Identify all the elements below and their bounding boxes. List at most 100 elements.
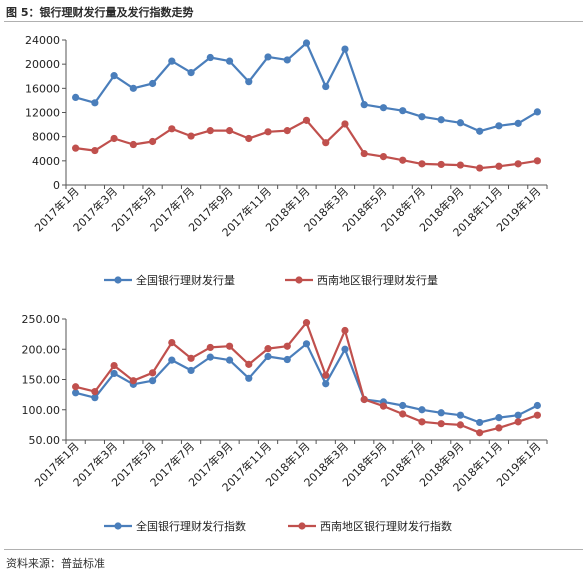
legend-label: 西南地区银行理财发行量	[317, 273, 438, 287]
data-point	[456, 161, 465, 169]
series-line	[75, 119, 538, 170]
data-point	[264, 352, 272, 361]
data-point	[514, 119, 522, 127]
data-point	[129, 84, 137, 92]
data-point	[418, 418, 426, 426]
data-point	[264, 345, 272, 353]
data-point	[476, 164, 484, 172]
data-point	[168, 125, 176, 133]
data-point	[533, 157, 541, 165]
data-point	[168, 57, 176, 65]
legend-marker	[298, 522, 306, 530]
y-tick-label: 20000	[25, 58, 60, 71]
data-point	[456, 411, 465, 419]
data-point	[110, 369, 118, 378]
data-point	[341, 45, 349, 53]
data-point	[283, 127, 291, 135]
data-point	[302, 39, 311, 47]
data-point	[110, 134, 118, 143]
data-point	[533, 401, 541, 410]
data-point	[379, 104, 388, 112]
data-point	[360, 101, 368, 109]
data-point	[206, 127, 214, 135]
data-point	[437, 116, 445, 124]
y-tick-label: 16000	[25, 82, 60, 95]
data-point	[206, 353, 214, 361]
data-point	[495, 424, 503, 432]
legend-label: 全国银行理财发行指数	[136, 519, 246, 533]
data-point	[418, 406, 426, 414]
data-point	[302, 340, 311, 348]
data-point	[148, 79, 157, 88]
data-point	[91, 388, 99, 396]
issuance-index-chart: 50.00100.00150.00200.00250.002017年1月2017…	[22, 313, 548, 533]
data-point	[437, 420, 445, 428]
top-divider	[4, 21, 583, 22]
data-point	[129, 140, 137, 149]
data-point	[495, 162, 503, 170]
data-point	[533, 108, 541, 116]
source-note: 资料来源：普益标准	[6, 557, 105, 570]
y-tick-label: 150.00	[22, 374, 61, 387]
data-point	[476, 127, 484, 135]
data-point	[379, 153, 388, 161]
data-point	[110, 72, 118, 80]
series-line	[75, 321, 538, 434]
data-point	[72, 383, 80, 391]
data-point	[495, 414, 503, 422]
data-point	[322, 380, 330, 388]
data-point	[168, 356, 176, 364]
legend-marker	[114, 276, 122, 284]
data-point	[91, 146, 99, 155]
data-point	[264, 128, 272, 136]
y-tick-label: 12000	[25, 107, 60, 120]
y-tick-label: 8000	[32, 131, 60, 144]
data-point	[360, 395, 368, 404]
data-point	[341, 326, 349, 335]
data-point	[476, 418, 484, 427]
data-point	[225, 356, 234, 364]
data-point	[399, 107, 407, 115]
data-point	[72, 389, 80, 397]
figure-title: 图 5：银行理财发行量及发行指数走势	[6, 6, 194, 19]
data-point	[225, 57, 234, 65]
data-point	[418, 113, 426, 121]
data-point	[360, 149, 368, 158]
data-point	[302, 116, 311, 124]
data-point	[225, 342, 234, 350]
data-point	[495, 122, 503, 130]
data-point	[91, 394, 99, 402]
data-point	[129, 377, 137, 385]
bottom-divider	[4, 549, 583, 550]
data-point	[168, 338, 176, 347]
data-point	[187, 69, 195, 77]
data-point	[283, 355, 291, 364]
data-point	[514, 411, 522, 419]
data-point	[148, 137, 157, 146]
legend-label: 全国银行理财发行量	[136, 273, 235, 287]
data-point	[283, 342, 291, 350]
data-point	[206, 53, 214, 62]
series-line	[75, 342, 538, 424]
y-tick-label: 200.00	[22, 343, 61, 356]
legend-marker	[114, 522, 122, 530]
data-point	[206, 343, 214, 352]
data-point	[399, 410, 407, 418]
data-point	[148, 377, 157, 385]
data-point	[72, 93, 80, 101]
data-point	[341, 345, 349, 353]
data-point	[341, 120, 349, 128]
data-point	[245, 134, 253, 143]
y-tick-label: 250.00	[22, 313, 61, 326]
data-point	[91, 99, 99, 107]
data-point	[514, 160, 522, 168]
legend-marker	[295, 276, 303, 284]
data-point	[322, 139, 330, 147]
data-point	[283, 56, 291, 64]
data-point	[418, 160, 426, 168]
data-point	[437, 160, 445, 169]
data-point	[72, 144, 80, 152]
data-point	[399, 401, 407, 410]
data-point	[437, 409, 445, 417]
data-point	[514, 418, 522, 426]
